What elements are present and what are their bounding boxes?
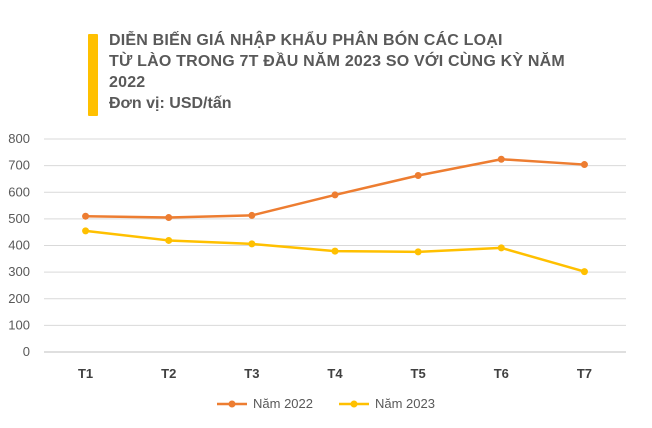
title-line-3: 2022 [109,74,146,91]
y-tick-label: 300 [8,264,30,279]
title-accent-bar [88,34,98,116]
x-tick-label: T2 [161,366,176,381]
legend: Năm 2022 Năm 2023 [0,396,652,411]
data-point [248,211,256,219]
data-point [331,247,339,255]
data-point [580,268,588,276]
data-point [248,240,256,248]
legend-swatch-2023 [339,400,369,407]
y-tick-label: 600 [8,184,30,199]
data-point [82,212,90,220]
unit-label: Đơn vị: USD/tấn [109,95,232,112]
series-line-2022 [85,157,585,219]
data-point [165,214,173,222]
data-point [414,248,422,256]
series-group [82,155,588,276]
y-tick-label: 700 [8,158,30,173]
legend-label-2023: Năm 2023 [375,396,435,411]
x-tick-label: T7 [577,366,592,381]
x-axis: T1 T2 T3 T4 T5 T6 T7 [78,366,592,381]
y-axis: 0 100 200 300 400 500 600 700 800 [8,131,30,359]
data-point [165,236,173,244]
data-point [497,155,505,163]
data-point [414,171,422,179]
chart-title: DIỄN BIẾN GIÁ NHẬP KHẨU PHÂN BÓN CÁC LOẠ… [109,30,629,114]
y-tick-label: 500 [8,211,30,226]
x-tick-label: T6 [494,366,509,381]
x-tick-label: T4 [327,366,343,381]
legend-item-2023: Năm 2023 [339,396,435,411]
data-point [580,161,588,169]
legend-swatch-2022 [217,400,248,407]
x-tick-label: T3 [244,366,259,381]
legend-item-2022: Năm 2022 [217,396,313,411]
y-tick-label: 800 [8,131,30,146]
x-tick-label: T1 [78,366,93,381]
y-tick-label: 100 [8,317,30,332]
y-tick-label: 0 [23,344,30,359]
data-point [497,244,505,252]
y-tick-label: 200 [8,291,30,306]
data-point [82,227,90,235]
gridlines [44,138,626,353]
legend-label-2022: Năm 2022 [253,396,313,411]
title-line-2: TỪ LÀO TRONG 7T ĐẦU NĂM 2023 SO VỚI CÙNG… [109,53,565,70]
x-tick-label: T5 [411,366,426,381]
title-line-1: DIỄN BIẾN GIÁ NHẬP KHẨU PHÂN BÓN CÁC LOẠ… [109,32,503,49]
data-point [331,191,339,199]
y-tick-label: 400 [8,238,30,253]
